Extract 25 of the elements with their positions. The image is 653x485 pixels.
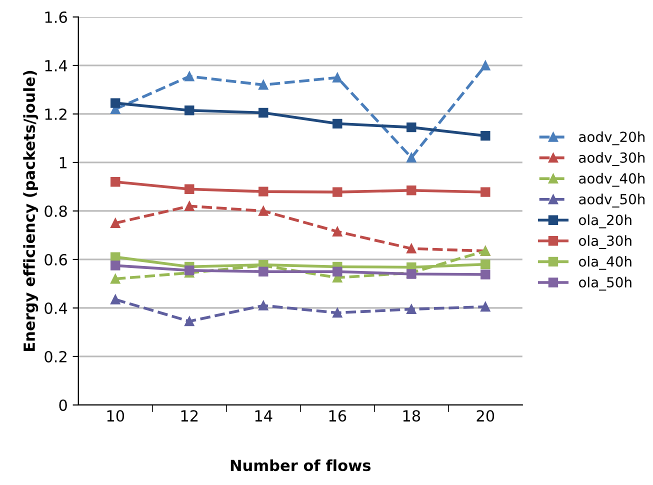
legend-label: ola_40h bbox=[578, 256, 632, 270]
x-tick-label: 12 bbox=[181, 410, 198, 422]
legend-label: ola_30h bbox=[578, 235, 632, 250]
y-tick-label: 1.6 bbox=[45, 11, 67, 23]
y-tick-label: 0.8 bbox=[44, 205, 67, 217]
legend-label: aodv_20h bbox=[579, 131, 645, 146]
legend-label: ola_20h bbox=[578, 214, 632, 228]
x-tick-label: 18 bbox=[403, 410, 420, 422]
legend-label: aodv_40h bbox=[579, 172, 645, 187]
y-tick-label: 1.4 bbox=[45, 60, 68, 72]
y-tick-label: 0.2 bbox=[44, 350, 66, 362]
legend-label: aodv_50h bbox=[579, 194, 645, 208]
legend-label: ola_50h bbox=[578, 276, 632, 291]
y-tick-label: 1.2 bbox=[45, 108, 66, 120]
y-tick-label: 0.4 bbox=[44, 302, 68, 314]
x-tick-label: 20 bbox=[476, 410, 494, 422]
y-axis-title: Energy efficiency (packets/joule) bbox=[23, 70, 38, 351]
x-tick-label: 10 bbox=[107, 410, 124, 422]
x-axis-title: Number of flows bbox=[230, 459, 371, 472]
y-tick-label: 0 bbox=[59, 399, 67, 411]
x-tick-label: 16 bbox=[329, 410, 346, 422]
y-tick-label: 1 bbox=[60, 157, 67, 168]
x-tick-label: 14 bbox=[255, 410, 272, 422]
legend-label: aodv_30h bbox=[579, 152, 645, 166]
y-tick-label: 0.6 bbox=[44, 254, 67, 266]
